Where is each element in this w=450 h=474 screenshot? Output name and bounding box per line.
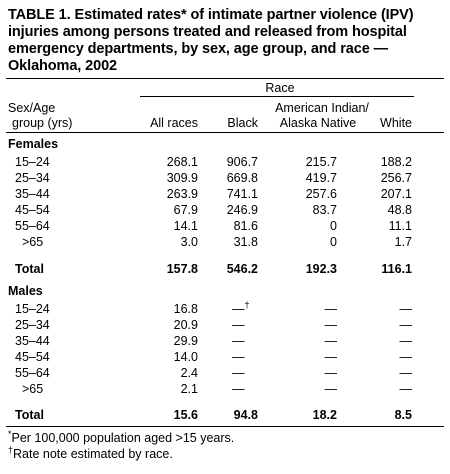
all-races-cell: 16.8	[173, 302, 198, 316]
age-cell: 45–54	[15, 203, 50, 217]
col-header-white: White	[380, 116, 412, 130]
aian-cell: 0	[330, 235, 337, 249]
col-header-aian: Alaska Native	[279, 116, 357, 130]
header-rule	[6, 132, 444, 133]
age-cell: 55–64	[15, 219, 50, 233]
footnote-text: Per 100,000 population aged >15 years.	[11, 431, 235, 445]
black-cell: 669.8	[226, 171, 258, 185]
aian-cell: —	[324, 318, 338, 332]
white-cell: —	[399, 334, 413, 348]
black-cell: 246.9	[226, 203, 258, 217]
aian-cell: 257.6	[305, 187, 337, 201]
all-races-cell: 309.9	[166, 171, 198, 185]
col-header-black: Black	[227, 116, 258, 130]
age-cell: 25–34	[15, 318, 50, 332]
dagger-mark: †	[244, 299, 250, 310]
all-races-cell: 268.1	[166, 155, 198, 169]
black-cell: —	[232, 382, 245, 396]
all-races-cell: 14.0	[173, 350, 198, 364]
aian-cell: 83.7	[312, 203, 337, 217]
aian-cell: —	[324, 382, 338, 396]
white-cell: —	[399, 318, 413, 332]
white-cell: 207.1	[380, 187, 412, 201]
aian-cell: 0	[330, 219, 337, 233]
white-cell: 1.7	[394, 235, 412, 249]
title-line: emergency departments, by sex, age group…	[8, 41, 388, 57]
aian-cell: —	[324, 334, 338, 348]
aian-cell: —	[324, 350, 338, 364]
table-title: TABLE 1. Estimated rates* of intimate pa…	[8, 7, 444, 75]
sexage-header: group (yrs)	[12, 116, 73, 130]
age-cell: 35–44	[15, 187, 50, 201]
all-races-cell: 2.1	[180, 382, 198, 396]
age-cell: 35–44	[15, 334, 50, 348]
all-races-cell: 20.9	[173, 318, 198, 332]
black-cell: —†	[232, 299, 250, 317]
all-races-cell: 3.0	[180, 235, 198, 249]
race-header: Race	[265, 81, 295, 95]
age-cell: 15–24	[15, 302, 50, 316]
white-cell: —	[399, 382, 413, 396]
black-cell: 31.8	[233, 235, 258, 249]
age-cell: >65	[22, 235, 44, 249]
age-cell: 55–64	[15, 366, 50, 380]
age-cell: 25–34	[15, 171, 50, 185]
all-races-cell: 2.4	[180, 366, 198, 380]
white-cell: —	[399, 366, 413, 380]
age-cell: >65	[22, 382, 44, 396]
age-cell: 15–24	[15, 155, 50, 169]
white-cell: 256.7	[380, 171, 412, 185]
footnote: †Rate note estimated by race.	[8, 444, 173, 462]
all-races-cell: 67.9	[173, 203, 198, 217]
age-cell: 45–54	[15, 350, 50, 364]
section-label-males: Males	[8, 284, 43, 298]
white-cell: 8.5	[394, 408, 412, 422]
col-header-all-races: All races	[150, 116, 198, 130]
section-label-females: Females	[8, 137, 59, 151]
title-line: injuries among persons treated and relea…	[8, 24, 407, 40]
black-dash: —	[232, 302, 245, 316]
top-rule	[6, 78, 444, 79]
all-races-cell: 29.9	[173, 334, 198, 348]
aian-cell: 18.2	[312, 408, 337, 422]
black-cell: 546.2	[226, 262, 258, 276]
title-line: Oklahoma, 2002	[8, 58, 118, 74]
black-cell: —	[232, 334, 245, 348]
footnote-text: Rate note estimated by race.	[13, 447, 173, 461]
black-cell: 906.7	[226, 155, 258, 169]
footnote: *Per 100,000 population aged >15 years.	[8, 428, 235, 446]
black-cell: —	[232, 350, 245, 364]
black-cell: 81.6	[233, 219, 258, 233]
black-cell: —	[232, 318, 245, 332]
white-cell: 188.2	[380, 155, 412, 169]
footnote-mark: †	[8, 444, 14, 455]
all-races-cell: 157.8	[166, 262, 198, 276]
aian-cell: 215.7	[305, 155, 337, 169]
bottom-rule	[6, 426, 444, 427]
title-line: TABLE 1. Estimated rates* of intimate pa…	[8, 7, 414, 23]
black-cell: —	[232, 366, 245, 380]
sexage-header: Sex/Age	[8, 101, 56, 115]
white-cell: 11.1	[388, 219, 412, 233]
footnote-mark: *	[8, 428, 12, 439]
race-span-rule	[140, 96, 414, 97]
black-cell: 741.1	[226, 187, 258, 201]
aian-cell: —	[324, 302, 338, 316]
aian-cell: —	[324, 366, 338, 380]
col-header-aian: American Indian/	[275, 101, 369, 115]
all-races-cell: 263.9	[166, 187, 198, 201]
white-cell: 116.1	[381, 262, 412, 276]
total-label: Total	[15, 262, 44, 276]
aian-cell: 419.7	[305, 171, 337, 185]
white-cell: 48.8	[387, 203, 412, 217]
total-label: Total	[15, 408, 44, 422]
all-races-cell: 14.1	[173, 219, 198, 233]
black-cell: 94.8	[233, 408, 258, 422]
white-cell: —	[399, 302, 413, 316]
all-races-cell: 15.6	[173, 408, 198, 422]
white-cell: —	[399, 350, 413, 364]
aian-cell: 192.3	[305, 262, 337, 276]
